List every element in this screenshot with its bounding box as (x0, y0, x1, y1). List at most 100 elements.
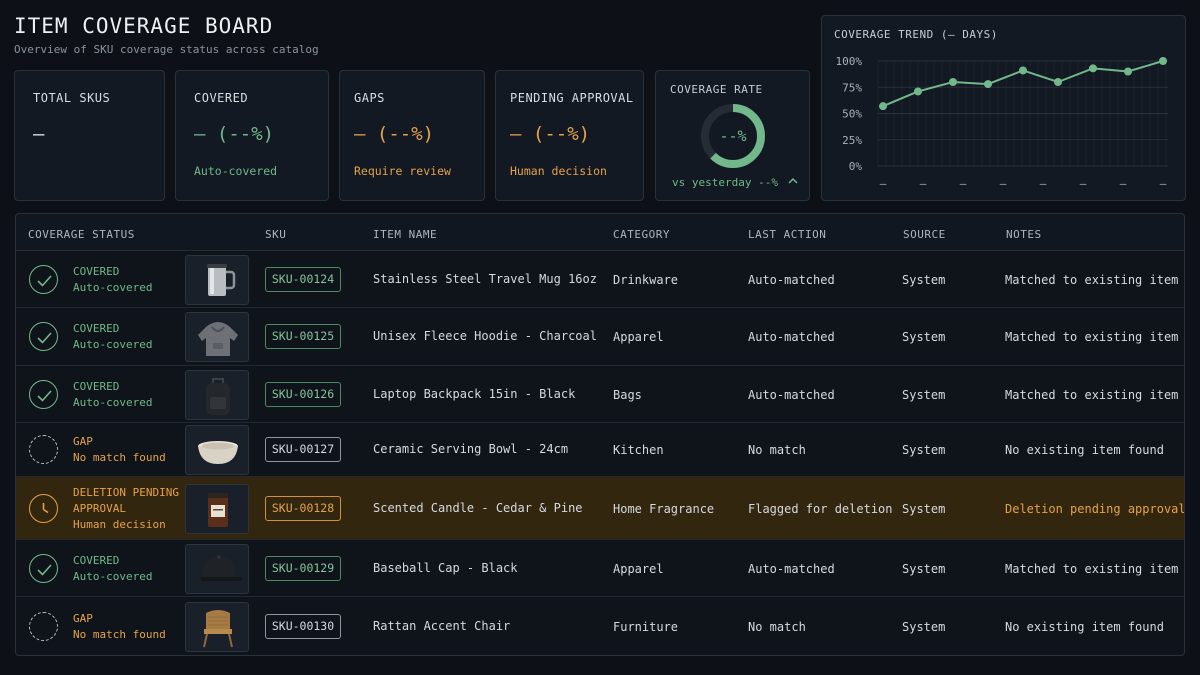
check-circle-icon (29, 553, 58, 583)
item-name: Scented Candle - Cedar & Pine (373, 500, 583, 515)
covered-value: — (--%) (194, 123, 275, 145)
notes: Matched to existing item (1005, 330, 1179, 344)
candle-icon (185, 483, 249, 534)
page-title: ITEM COVERAGE BOARD (14, 14, 274, 38)
status-sub: No match found (73, 627, 166, 641)
page-subtitle: Overview of SKU coverage status across c… (14, 43, 319, 56)
table-row[interactable]: COVERED Auto-covered SKU-00129 Baseball Cap… (16, 540, 1184, 597)
col-last-action[interactable]: LAST ACTION (748, 228, 827, 241)
col-source[interactable]: SOURCE (903, 228, 946, 241)
source: System (902, 561, 946, 576)
source: System (902, 272, 946, 287)
category: Home Fragrance (613, 501, 715, 516)
notes: No existing item found (1005, 619, 1164, 634)
cap-icon (185, 543, 249, 594)
data-point (914, 87, 922, 96)
table-row[interactable]: GAP No match found SKU-00127 Ceramic Servin… (16, 423, 1184, 477)
pending-value: — (--%) (510, 123, 591, 145)
category: Furniture (613, 619, 679, 634)
table-row[interactable]: GAP No match found SKU-00130 Rattan Accent … (16, 597, 1184, 655)
status-title-2: APPROVAL (73, 501, 126, 515)
table-row[interactable]: COVERED Auto-covered SKU-00126 Laptop Backp… (16, 366, 1184, 423)
sku-badge[interactable]: SKU-00124 (265, 266, 341, 292)
total-skus-value: — (33, 123, 45, 145)
category: Kitchen (613, 443, 664, 457)
total-skus-card: TOTAL SKUS — (14, 70, 165, 201)
coverage-rate-donut (701, 104, 765, 168)
y-tick-label: 25% (842, 134, 862, 147)
col-coverage-status[interactable]: COVERAGE STATUS (28, 228, 135, 241)
category: Drinkware (613, 272, 679, 287)
chair-icon (185, 601, 249, 652)
category: Apparel (613, 561, 664, 576)
coverage-rate-card: COVERAGE RATE --% vs yesterday --% (655, 70, 810, 201)
status-label: GAP No match found (73, 434, 166, 466)
hoodie-icon (185, 312, 249, 362)
covered-label: COVERED (194, 91, 249, 105)
data-point (1054, 78, 1062, 86)
notes: Matched to existing item (1005, 561, 1179, 576)
status-sub: Auto-covered (73, 395, 153, 409)
table-header: COVERAGE STATUS SKU ITEM NAME CATEGORY L… (16, 214, 1184, 251)
covered-note: Auto-covered (194, 164, 278, 178)
status-title: COVERED (73, 322, 120, 335)
item-name: Laptop Backpack 15in - Black (373, 386, 576, 401)
col-notes[interactable]: NOTES (1006, 228, 1042, 241)
coverage-rate-label: COVERAGE RATE (670, 83, 763, 96)
data-point (1019, 66, 1027, 75)
table-row[interactable]: DELETION PENDING APPROVAL Human decision SK… (16, 477, 1184, 540)
mug-icon (185, 254, 249, 305)
notes: Matched to existing item (1005, 387, 1179, 402)
x-tick-label: — (880, 177, 887, 190)
gaps-label: GAPS (354, 91, 385, 105)
item-name: Ceramic Serving Bowl - 24cm (373, 442, 569, 456)
status-label: COVERED Auto-covered (73, 553, 152, 585)
pending-note: Human decision (510, 164, 607, 178)
col-category[interactable]: CATEGORY (613, 228, 670, 241)
status-title: GAP (73, 611, 93, 625)
coverage-trend-title: COVERAGE TREND (— DAYS) (834, 28, 998, 41)
status-sub: Auto-covered (73, 569, 153, 583)
data-point (879, 102, 887, 111)
notes: Matched to existing item (1005, 272, 1179, 287)
pending-card: PENDING APPROVAL — (--%) Human decision (495, 70, 644, 201)
last-action: Auto-matched (748, 561, 835, 576)
last-action: No match (748, 443, 806, 457)
data-point (1159, 57, 1167, 65)
col-sku[interactable]: SKU (265, 228, 287, 241)
sku-badge[interactable]: SKU-00128 (265, 495, 341, 521)
gaps-value: — (--%) (354, 123, 435, 145)
y-tick-label: 75% (842, 81, 862, 94)
data-point (1089, 64, 1097, 73)
item-name: Rattan Accent Chair (373, 618, 511, 633)
status-title: COVERED (73, 379, 120, 393)
dashed-circle-icon (29, 435, 58, 464)
category: Apparel (613, 330, 664, 344)
source: System (902, 387, 946, 402)
sku-badge[interactable]: SKU-00129 (265, 555, 341, 581)
status-sub: Auto-covered (73, 338, 153, 351)
y-tick-label: 100% (836, 55, 863, 68)
item-name: Baseball Cap - Black (373, 560, 518, 575)
data-point (984, 80, 992, 89)
table-row[interactable]: COVERED Auto-covered SKU-00124 Stainless St… (16, 251, 1184, 308)
backpack-icon (185, 369, 249, 420)
x-tick-label: — (1000, 177, 1007, 190)
table-row[interactable]: COVERED Auto-covered SKU-00125 Unisex Fleec… (16, 308, 1184, 366)
sku-badge[interactable]: SKU-00127 (265, 437, 341, 462)
x-tick-label: — (920, 177, 927, 190)
check-circle-icon (29, 264, 58, 294)
x-tick-label: — (960, 177, 967, 190)
col-item-name[interactable]: ITEM NAME (373, 228, 438, 241)
status-label: DELETION PENDING APPROVAL Human decision (73, 485, 179, 533)
gaps-note: Require review (354, 164, 451, 178)
coverage-trend-card: COVERAGE TREND (— DAYS) 100% 75% 50% 25% 0% —… (821, 15, 1186, 201)
clock-icon (29, 493, 58, 523)
sku-badge[interactable]: SKU-00126 (265, 381, 341, 407)
y-tick-label: 50% (842, 108, 862, 121)
sku-badge[interactable]: SKU-00125 (265, 324, 341, 349)
sku-badge[interactable]: SKU-00130 (265, 613, 341, 639)
coverage-rate-value: --% (719, 127, 747, 145)
status-sub: Auto-covered (73, 280, 153, 294)
source: System (902, 330, 946, 344)
